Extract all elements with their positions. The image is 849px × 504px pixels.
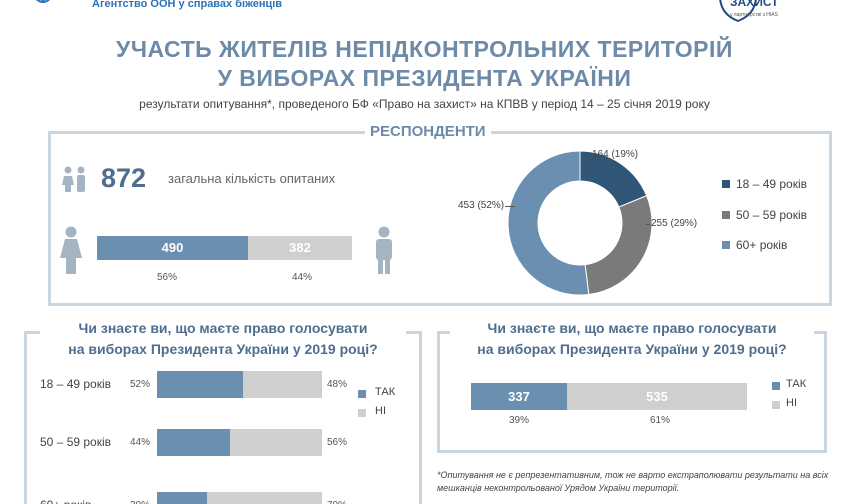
donut-label-18-49: 164 (19%) [592,149,639,160]
legend-swatch-60plus [722,241,730,249]
no-pct-18-49: 48% [327,379,348,390]
legend-swatch-yes-left [358,390,366,398]
male-icon [376,226,392,274]
yes-bar-18-49 [157,371,243,398]
yes-pct-60plus: 30% [130,500,150,504]
partner-logo: ЗАХИСТ у партнерстві з HIAS [719,0,779,22]
legend-yes-left: ТАК [375,386,396,398]
no-bar-18-49 [242,371,322,398]
donut-slice-50-59 [584,195,653,296]
row-label-50-59: 50 – 59 років [40,435,112,449]
yes-pct-18-49: 52% [130,379,151,390]
donut-label-50-59: 255 (29%) [651,218,698,229]
legend-50-59: 50 – 59 років [736,208,808,222]
legend-swatch-no-right [772,401,780,409]
legend-swatch-18-49 [722,180,730,188]
legend-18-49: 18 – 49 років [736,177,808,191]
page-title-line2: У ВИБОРАХ ПРЕЗИДЕНТА УКРАЇНИ [217,65,632,91]
legend-swatch-yes-right [772,382,780,390]
page-subtitle: результати опитування*, проведеного БФ «… [139,97,710,111]
question-line2-right: на виборах Президента України у 2019 роц… [477,341,787,357]
yes-bar-50-59 [157,429,230,456]
question-title-left: Чи знаєте ви, що маєте право голосувати … [40,318,406,360]
no-bar-50-59 [229,429,322,456]
footnote: *Опитування не є репрезентативним, тож н… [437,470,829,493]
question-line1-right: Чи знаєте ви, що маєте право голосувати [487,320,777,336]
total-count: 872 [101,163,147,193]
legend-no-left: НІ [375,405,386,417]
legend-60plus: 60+ років [736,238,788,252]
partner-sub: у партнерстві з HIAS [730,12,779,18]
people-icon [62,166,85,192]
no-bar-60plus [206,492,322,504]
legend-yes-right: ТАК [786,378,807,390]
legend-no-right: НІ [786,397,797,409]
overall-yes-bar: 337 [471,383,567,410]
question-line1: Чи знаєте ви, що маєте право голосувати [78,320,368,336]
overall-no-pct: 61% [650,415,671,426]
page-title-line1: УЧАСТЬ ЖИТЕЛІВ НЕПІДКОНТРОЛЬНИХ ТЕРИТОРІ… [116,36,733,62]
female-pct: 56% [157,272,178,283]
overall-no-bar: 535 [567,383,747,410]
donut-label-60plus: 453 (52%) [458,200,505,211]
yes-pct-50-59: 44% [130,437,151,448]
age-donut-chart [507,150,653,296]
row-label-60plus: 60+ років [40,498,91,504]
no-pct-50-59: 56% [327,437,348,448]
overall-yes-pct: 39% [509,415,530,426]
question-title-right: Чи знаєте ви, що маєте право голосувати … [450,318,814,360]
male-count-bar: 382 [248,236,352,260]
question-line2: на виборах Президента України у 2019 роц… [68,341,378,357]
unhcr-laurel-icon [36,0,50,3]
female-icon [60,226,82,274]
total-label: загальна кількість опитаних [168,171,336,186]
donut-slice-60plus [507,150,590,296]
row-label-18-49: 18 – 49 років [40,377,112,391]
respondents-label: РЕСПОНДЕНТИ [365,123,491,140]
no-pct-60plus: 70% [327,500,347,504]
female-count-bar: 490 [97,236,248,260]
yes-bar-60plus [157,492,207,504]
partner-logo-text: ЗАХИСТ [730,0,779,9]
male-pct: 44% [292,272,313,283]
legend-swatch-no-left [358,409,366,417]
legend-swatch-50-59 [722,211,730,219]
org-name: Агентство ООН у справах біженців [92,0,283,10]
